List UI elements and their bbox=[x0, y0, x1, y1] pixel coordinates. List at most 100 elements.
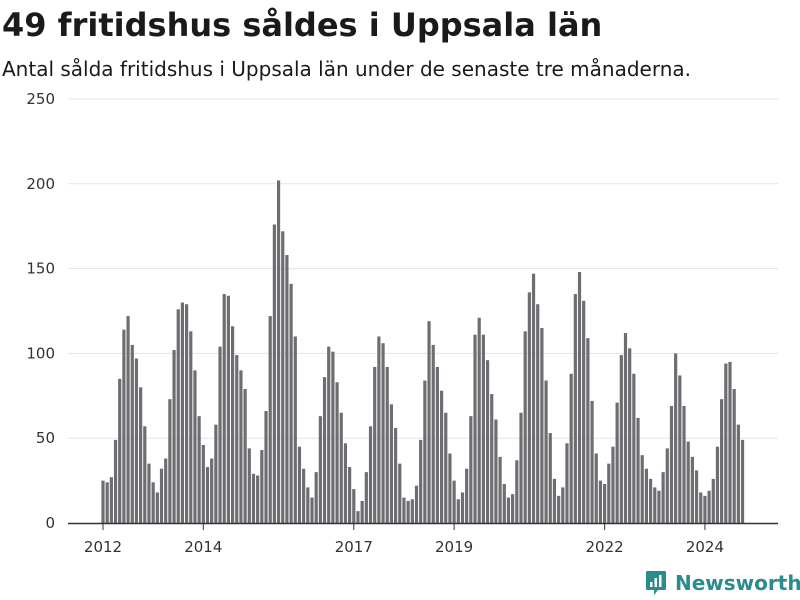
bar bbox=[335, 382, 339, 523]
x-tick-label: 2022 bbox=[586, 538, 624, 555]
x-tick-label: 2014 bbox=[184, 538, 222, 555]
bar bbox=[410, 499, 414, 523]
bar bbox=[632, 373, 636, 523]
bar bbox=[665, 448, 669, 523]
bar bbox=[669, 405, 674, 523]
x-axis-tick-labels: 2012 2014 2017 2019 2022 2024 bbox=[84, 524, 724, 555]
bar bbox=[540, 327, 544, 523]
bar bbox=[465, 468, 469, 523]
bar bbox=[381, 343, 385, 523]
bar bbox=[703, 495, 707, 523]
bar bbox=[444, 412, 448, 523]
bar bbox=[302, 468, 306, 523]
bar bbox=[460, 492, 465, 523]
bar bbox=[164, 458, 168, 523]
bar-chart: 0 50 100 150 200 250 2012 2014 2017 2019 2022 2024… bbox=[26, 85, 778, 555]
bar bbox=[109, 477, 113, 523]
bar bbox=[285, 255, 289, 523]
bar bbox=[694, 470, 699, 523]
bar bbox=[565, 443, 569, 523]
y-tick-label: 100 bbox=[26, 344, 55, 362]
bar bbox=[222, 294, 226, 523]
bar bbox=[686, 441, 690, 523]
bar bbox=[661, 472, 665, 523]
bar bbox=[210, 458, 214, 523]
bar bbox=[130, 344, 134, 523]
x-tick-label: 2012 bbox=[84, 538, 122, 555]
bar bbox=[197, 416, 201, 523]
bar bbox=[327, 346, 331, 523]
bar bbox=[490, 394, 494, 523]
bar bbox=[260, 450, 264, 523]
bar bbox=[176, 309, 180, 523]
bar bbox=[657, 490, 661, 523]
bar bbox=[699, 492, 703, 523]
bar bbox=[218, 346, 222, 523]
chart-subtitle: Antal sålda fritidshus i Uppsala län und… bbox=[2, 57, 691, 81]
bar bbox=[623, 333, 628, 523]
bar bbox=[105, 482, 109, 523]
bar bbox=[544, 380, 548, 523]
bar bbox=[561, 487, 565, 523]
bar bbox=[172, 350, 176, 523]
bar bbox=[214, 424, 218, 523]
bar bbox=[377, 336, 381, 523]
bar bbox=[318, 416, 322, 523]
bar bbox=[498, 456, 502, 523]
bar bbox=[557, 495, 561, 523]
bar bbox=[586, 338, 590, 523]
bar bbox=[394, 428, 398, 523]
bar bbox=[552, 478, 557, 523]
bar bbox=[720, 399, 724, 523]
bar bbox=[711, 478, 715, 523]
bar bbox=[636, 417, 640, 523]
bar bbox=[331, 351, 335, 523]
bar bbox=[456, 499, 460, 523]
bar bbox=[272, 224, 276, 523]
bar bbox=[201, 444, 205, 523]
bar bbox=[205, 467, 210, 523]
bar bbox=[477, 317, 481, 523]
bar bbox=[276, 180, 281, 523]
bar bbox=[619, 355, 623, 523]
bar bbox=[653, 487, 657, 523]
bars bbox=[101, 180, 745, 524]
bar bbox=[180, 302, 185, 523]
bar bbox=[598, 480, 603, 523]
bar bbox=[452, 480, 456, 523]
bar bbox=[435, 366, 439, 523]
bar bbox=[348, 467, 352, 523]
bar bbox=[577, 271, 582, 523]
bar bbox=[143, 426, 147, 523]
bar bbox=[235, 355, 239, 523]
bar bbox=[297, 446, 302, 523]
bar bbox=[590, 400, 594, 523]
bar bbox=[439, 390, 444, 523]
bar bbox=[469, 416, 473, 523]
bar bbox=[736, 424, 740, 523]
bar bbox=[155, 492, 159, 523]
bar bbox=[139, 387, 143, 523]
bar bbox=[373, 366, 377, 523]
bar bbox=[674, 353, 678, 523]
x-tick-label: 2017 bbox=[335, 538, 373, 555]
bar bbox=[548, 433, 552, 523]
bar bbox=[322, 377, 327, 523]
bar bbox=[690, 456, 694, 523]
bar bbox=[256, 475, 260, 523]
bar bbox=[310, 497, 314, 523]
newsworthy-logo-text: Newsworthy bbox=[675, 571, 800, 595]
bar bbox=[185, 304, 189, 523]
bar bbox=[569, 373, 573, 523]
bar bbox=[644, 468, 648, 523]
bar bbox=[226, 295, 230, 523]
bar bbox=[728, 361, 732, 523]
bar bbox=[147, 463, 151, 523]
y-tick-label: 200 bbox=[26, 175, 55, 193]
bar bbox=[473, 334, 477, 523]
bar bbox=[485, 360, 490, 523]
bar bbox=[314, 472, 318, 523]
bar bbox=[264, 411, 268, 523]
bar bbox=[594, 453, 598, 523]
y-tick-label: 0 bbox=[45, 514, 55, 532]
